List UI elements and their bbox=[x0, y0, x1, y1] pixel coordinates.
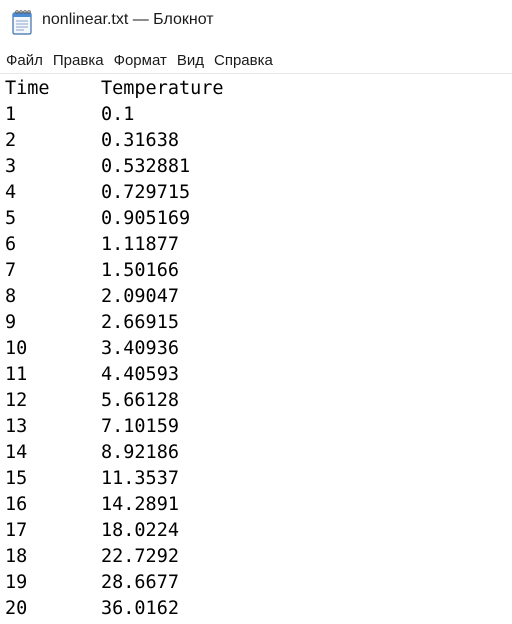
data-line: 12 5.66128 bbox=[5, 388, 224, 414]
time-value: 15 bbox=[5, 468, 28, 489]
data-line: 6 1.11877 bbox=[5, 232, 224, 258]
data-line: 16 14.2891 bbox=[5, 492, 224, 518]
data-line: 9 2.66915 bbox=[5, 310, 224, 336]
header-line: Time Temperature bbox=[5, 76, 224, 102]
data-line: 7 1.50166 bbox=[5, 258, 224, 284]
temperature-value: 0.905169 bbox=[101, 208, 191, 229]
data-line: 8 2.09047 bbox=[5, 284, 224, 310]
temperature-value: 18.0224 bbox=[101, 520, 179, 541]
time-value: 4 bbox=[5, 182, 17, 203]
time-value: 9 bbox=[5, 312, 17, 333]
time-value: 20 bbox=[5, 598, 28, 619]
data-line: 20 36.0162 bbox=[5, 596, 224, 622]
time-value: 11 bbox=[5, 364, 28, 385]
temperature-value: 0.1 bbox=[101, 104, 135, 125]
temperature-value: 8.92186 bbox=[101, 442, 179, 463]
time-value: 7 bbox=[5, 260, 17, 281]
temperature-value: 22.7292 bbox=[101, 546, 179, 567]
time-value: 16 bbox=[5, 494, 28, 515]
temperature-value: 36.0162 bbox=[101, 598, 179, 619]
time-value: 2 bbox=[5, 130, 17, 151]
header-time: Time bbox=[5, 78, 50, 99]
time-value: 10 bbox=[5, 338, 28, 359]
data-line: 19 28.6677 bbox=[5, 570, 224, 596]
data-line: 2 0.31638 bbox=[5, 128, 224, 154]
menu-view[interactable]: Вид bbox=[176, 51, 204, 69]
temperature-value: 2.09047 bbox=[101, 286, 179, 307]
time-value: 17 bbox=[5, 520, 28, 541]
time-value: 5 bbox=[5, 208, 17, 229]
data-line: 4 0.729715 bbox=[5, 180, 224, 206]
data-line: 11 4.40593 bbox=[5, 362, 224, 388]
temperature-value: 0.532881 bbox=[101, 156, 191, 177]
data-line: 15 11.3537 bbox=[5, 466, 224, 492]
data-line: 17 18.0224 bbox=[5, 518, 224, 544]
temperature-value: 14.2891 bbox=[101, 494, 179, 515]
temperature-value: 3.40936 bbox=[101, 338, 179, 359]
data-line: 13 7.10159 bbox=[5, 414, 224, 440]
temperature-value: 0.31638 bbox=[101, 130, 179, 151]
temperature-value: 11.3537 bbox=[101, 468, 179, 489]
temperature-value: 28.6677 bbox=[101, 572, 179, 593]
text-editor-area[interactable]: Time Temperature 1 0.1 2 0.31638 3 0.532881… bbox=[0, 74, 512, 624]
time-value: 6 bbox=[5, 234, 17, 255]
notepad-icon bbox=[12, 10, 32, 35]
document-text: Time Temperature 1 0.1 2 0.31638 3 0.532881… bbox=[5, 76, 224, 622]
header-temperature: Temperature bbox=[101, 78, 224, 99]
time-value: 19 bbox=[5, 572, 28, 593]
data-line: 18 22.7292 bbox=[5, 544, 224, 570]
time-value: 13 bbox=[5, 416, 28, 437]
time-value: 12 bbox=[5, 390, 28, 411]
menu-format[interactable]: Формат bbox=[113, 51, 167, 69]
menu-edit[interactable]: Правка bbox=[52, 51, 104, 69]
temperature-value: 2.66915 bbox=[101, 312, 179, 333]
menu-help[interactable]: Справка bbox=[214, 51, 273, 69]
data-line: 5 0.905169 bbox=[5, 206, 224, 232]
data-line: 10 3.40936 bbox=[5, 336, 224, 362]
menu-file[interactable]: Файл bbox=[6, 51, 43, 69]
menu-divider bbox=[0, 73, 512, 74]
time-value: 18 bbox=[5, 546, 28, 567]
time-value: 1 bbox=[5, 104, 17, 125]
temperature-value: 5.66128 bbox=[101, 390, 179, 411]
temperature-value: 4.40593 bbox=[101, 364, 179, 385]
title-bar[interactable]: nonlinear.txt — Блокнот bbox=[0, 0, 512, 44]
temperature-value: 1.50166 bbox=[101, 260, 179, 281]
data-line: 14 8.92186 bbox=[5, 440, 224, 466]
time-value: 14 bbox=[5, 442, 28, 463]
data-line: 1 0.1 bbox=[5, 102, 224, 128]
time-value: 3 bbox=[5, 156, 17, 177]
data-line: 3 0.532881 bbox=[5, 154, 224, 180]
temperature-value: 1.11877 bbox=[101, 234, 179, 255]
temperature-value: 0.729715 bbox=[101, 182, 191, 203]
temperature-value: 7.10159 bbox=[101, 416, 179, 437]
window-title: nonlinear.txt — Блокнот bbox=[42, 11, 214, 28]
time-value: 8 bbox=[5, 286, 17, 307]
menu-bar: Файл Правка Формат Вид Справка bbox=[0, 48, 512, 72]
